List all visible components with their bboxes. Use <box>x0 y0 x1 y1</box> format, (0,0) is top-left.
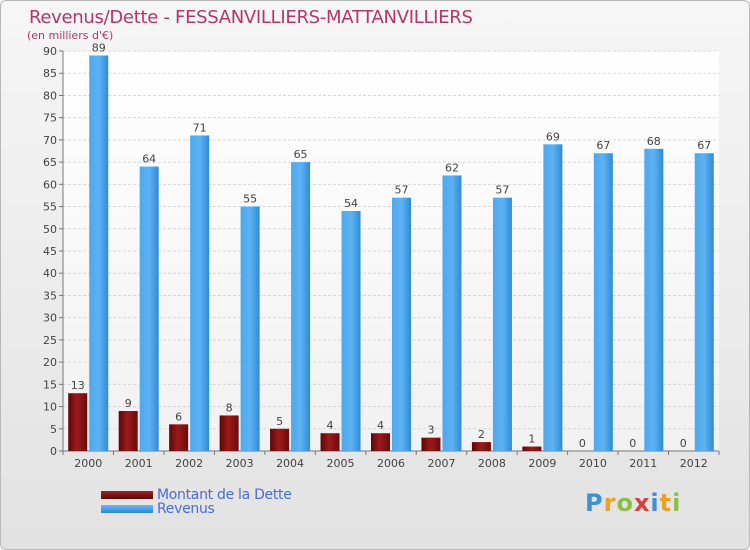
logo-letter: i <box>672 489 682 517</box>
bar-revenus <box>341 211 361 451</box>
bar-dette <box>421 437 441 451</box>
data-label-revenus: 55 <box>243 193 257 206</box>
data-label-revenus: 68 <box>647 135 661 148</box>
y-tick-label: 85 <box>43 67 57 80</box>
bar-dette <box>270 428 290 451</box>
legend-item-dette: Montant de la Dette <box>101 487 292 503</box>
data-label-dette: 9 <box>125 397 132 410</box>
data-label-dette: 0 <box>680 437 687 450</box>
data-label-dette: 1 <box>528 433 535 446</box>
data-label-dette: 8 <box>226 401 233 414</box>
bar-dette <box>169 424 189 451</box>
bar-revenus <box>694 153 714 451</box>
data-label-dette: 4 <box>327 419 334 432</box>
data-label-revenus: 71 <box>193 121 207 134</box>
legend-swatch-dette <box>101 491 153 499</box>
y-tick-label: 65 <box>43 156 57 169</box>
x-tick-label: 2000 <box>74 457 102 470</box>
y-tick-label: 45 <box>43 245 57 258</box>
data-label-dette: 4 <box>377 419 384 432</box>
x-tick-label: 2001 <box>125 457 153 470</box>
logo-letter: x <box>633 489 651 517</box>
y-tick-label: 55 <box>43 201 57 214</box>
y-tick-label: 15 <box>43 378 57 391</box>
y-tick-label: 70 <box>43 134 57 147</box>
bar-revenus <box>139 166 159 452</box>
data-label-revenus: 57 <box>495 184 509 197</box>
data-label-dette: 3 <box>427 424 434 437</box>
bar-dette <box>371 433 390 451</box>
bar-revenus <box>543 144 563 452</box>
data-label-revenus: 69 <box>546 130 560 143</box>
chart-title: Revenus/Dette - FESSANVILLIERS-MATTANVIL… <box>29 7 473 28</box>
bar-dette <box>68 393 88 451</box>
y-tick-label: 30 <box>43 312 57 325</box>
data-label-revenus: 67 <box>596 139 610 152</box>
bar-revenus <box>89 55 109 451</box>
y-tick-label: 50 <box>43 223 57 236</box>
y-tick-label: 5 <box>50 423 57 436</box>
legend-item-revenus: Revenus <box>101 501 215 517</box>
x-tick-label: 2012 <box>680 457 708 470</box>
x-tick-label: 2010 <box>579 457 607 470</box>
legend-label-revenus: Revenus <box>157 501 215 517</box>
bar-dette <box>118 411 138 451</box>
data-label-dette: 2 <box>478 428 485 441</box>
y-tick-label: 75 <box>43 112 57 125</box>
bar-revenus <box>291 162 311 451</box>
y-tick-label: 25 <box>43 334 57 347</box>
x-tick-label: 2006 <box>377 457 405 470</box>
y-tick-label: 20 <box>43 356 57 369</box>
x-tick-label: 2007 <box>427 457 455 470</box>
logo-letter: P <box>585 489 604 517</box>
bar-dette <box>320 433 340 451</box>
logo-letter: r <box>603 489 617 517</box>
data-label-revenus: 67 <box>697 139 711 152</box>
logo-letter: o <box>616 489 634 517</box>
data-label-revenus: 89 <box>92 41 106 54</box>
y-tick-label: 60 <box>43 178 57 191</box>
y-tick-label: 35 <box>43 289 57 302</box>
y-tick-label: 90 <box>43 45 57 58</box>
x-tick-label: 2005 <box>327 457 355 470</box>
data-label-revenus: 65 <box>294 148 308 161</box>
data-label-dette: 0 <box>629 437 636 450</box>
x-tick-label: 2003 <box>226 457 254 470</box>
data-label-revenus: 54 <box>344 197 358 210</box>
chart-subtitle: (en milliers d'€) <box>27 29 114 42</box>
proxiti-logo: Proxiti <box>585 489 681 517</box>
bar-revenus <box>392 197 411 451</box>
bar-dette <box>471 442 491 451</box>
bar-revenus <box>442 175 462 451</box>
bar-dette <box>522 446 542 451</box>
bar-revenus <box>492 197 512 451</box>
x-tick-label: 2008 <box>478 457 506 470</box>
y-tick-label: 80 <box>43 89 57 102</box>
data-label-revenus: 57 <box>395 184 409 197</box>
data-label-revenus: 62 <box>445 161 459 174</box>
x-tick-label: 2004 <box>276 457 304 470</box>
bar-revenus <box>644 148 664 451</box>
x-tick-label: 2002 <box>175 457 203 470</box>
logo-letter: t <box>659 489 673 517</box>
bar-dette <box>219 415 239 451</box>
data-label-dette: 0 <box>579 437 586 450</box>
legend-swatch-revenus <box>101 505 153 513</box>
data-label-revenus: 64 <box>142 153 156 166</box>
logo-letter: i <box>650 489 660 517</box>
data-label-dette: 5 <box>276 415 283 428</box>
data-label-dette: 13 <box>71 379 85 392</box>
bar-revenus <box>593 153 613 451</box>
bar-revenus <box>190 135 210 451</box>
legend-label-dette: Montant de la Dette <box>157 487 292 503</box>
x-tick-label: 2011 <box>629 457 657 470</box>
x-tick-label: 2009 <box>528 457 556 470</box>
y-tick-label: 0 <box>50 445 57 458</box>
data-label-dette: 6 <box>175 410 182 423</box>
y-tick-label: 40 <box>43 267 57 280</box>
bar-revenus <box>240 206 260 451</box>
y-tick-label: 10 <box>43 401 57 414</box>
